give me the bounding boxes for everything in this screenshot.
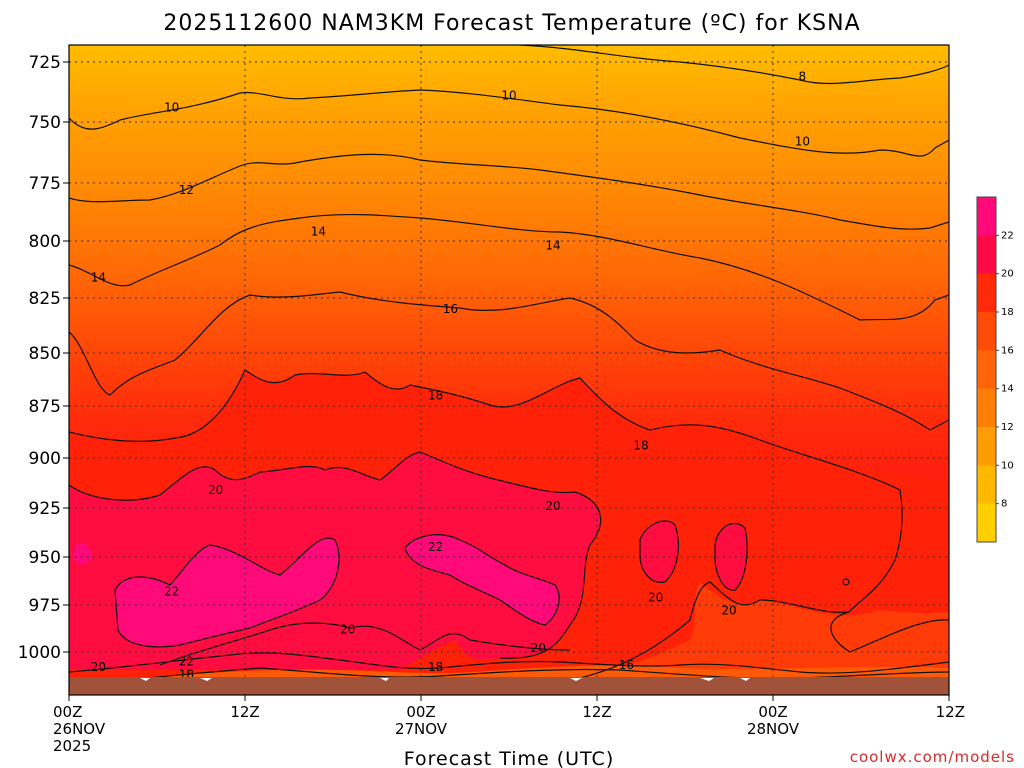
y-tick-label: 900: [29, 449, 61, 469]
colorbar-label: 8: [1001, 499, 1007, 510]
y-axis: 725 750 775 800 825 850 875 900 925 950 975 1000: [18, 53, 69, 663]
y-tick-label: 950: [29, 548, 61, 568]
isotherm-16: [69, 291, 949, 431]
isotherm-22-center: [404, 534, 560, 626]
colorbar-label: 22: [1001, 230, 1014, 241]
region-16-lower: [580, 582, 949, 695]
colorbar-label: 16: [1001, 345, 1014, 356]
isotherms: [69, 45, 949, 685]
contour-label: 20: [721, 604, 736, 618]
colorbar: 22 20 18 16 14 12 10 8: [976, 196, 1014, 543]
isotherm-18-right: [579, 581, 850, 679]
isotherm-20: [69, 451, 602, 659]
contour-label: 18: [428, 388, 443, 402]
x-tick-label: 12Z: [230, 703, 259, 721]
region-20-pocket-b: [714, 523, 748, 591]
plot-frame: [68, 44, 950, 696]
contour-label: 20: [208, 483, 223, 497]
x-tick-label: 27NOV: [395, 720, 448, 738]
isotherm-22-left: [114, 537, 340, 648]
y-tick-label: 825: [29, 289, 61, 309]
colorbar-swatch: [977, 388, 996, 428]
x-tick-label: 00Z: [406, 703, 435, 721]
y-tick-label: 975: [29, 596, 61, 616]
contour-label: 14: [91, 270, 106, 284]
y-tick-label: 725: [29, 53, 61, 73]
colorbar-swatch: [977, 465, 996, 505]
y-tick-label: 925: [29, 499, 61, 519]
contour-label: 16: [443, 302, 458, 316]
isotherm-18: [69, 369, 949, 653]
terrain-strip: [69, 677, 949, 695]
y-tick-label: 775: [29, 174, 61, 194]
colorbar-label: 18: [1001, 307, 1014, 318]
y-tick-label: 850: [29, 344, 61, 364]
contour-label: 10: [164, 101, 179, 115]
contour-labels: 8 10 10 10 12 14 14 14 16 18 18 20 20 22 22 20 20 20 20 20 2…: [91, 69, 810, 681]
x-tick-label: 12Z: [936, 703, 965, 721]
contour-label: 16: [619, 658, 634, 672]
contour-label: 20: [531, 641, 546, 655]
region-22-left: [115, 538, 340, 647]
colorbar-frame: [976, 196, 997, 543]
contour-label: 22: [179, 654, 194, 668]
contour-label: 8: [799, 69, 807, 83]
colorbar-label: 20: [1001, 269, 1014, 280]
colorbar-swatch: [977, 273, 996, 313]
colorbar-swatch: [977, 235, 996, 275]
colorbar-swatch: [977, 312, 996, 351]
y-tick-label: 750: [29, 113, 61, 133]
contour-label: 20: [340, 622, 355, 636]
isotherm-8: [519, 45, 949, 85]
isotherm-20-lower: [159, 622, 571, 666]
contour-label: 18: [633, 439, 648, 453]
colorbar-label: 14: [1001, 384, 1014, 395]
colorbar-swatch: [977, 427, 996, 466]
contour-label: 10: [795, 135, 810, 149]
contour-label: 10: [501, 89, 516, 103]
contour-label: 20: [648, 590, 663, 604]
isotherm-20-pocket-b: [714, 523, 748, 591]
colorbar-swatch: [977, 197, 996, 236]
region-20-pocket-a: [640, 520, 679, 583]
x-tick-label: 26NOV: [53, 720, 106, 738]
x-tick-label: 00Z: [758, 703, 787, 721]
isotherm-small-pocket: [842, 578, 850, 586]
colorbar-swatch: [977, 503, 996, 543]
credit-link[interactable]: coolwx.com/models: [850, 748, 1015, 766]
contour-label: 14: [311, 225, 326, 239]
contour-label: 14: [545, 239, 560, 253]
contour-label: 22: [428, 540, 443, 554]
colorbar-label: 10: [1001, 460, 1014, 471]
contour-label: 18: [428, 660, 443, 674]
y-tick-label: 800: [29, 232, 61, 252]
contour-label: 12: [179, 183, 194, 197]
isotherm-20-pocket-a: [639, 520, 680, 583]
contour-label: 22: [164, 585, 179, 599]
x-tick-label: 28NOV: [747, 720, 800, 738]
x-tick-label: 2025: [53, 737, 91, 755]
isotherm-10: [69, 89, 949, 157]
colorbar-swatch: [977, 350, 996, 390]
terrain-highlights: [140, 678, 750, 681]
contour-label: 20: [545, 499, 560, 513]
isotherm-near-surface-a: [69, 652, 949, 674]
y-tick-label: 875: [29, 397, 61, 417]
y-tick-label: 1000: [18, 643, 61, 663]
region-22-edge: [74, 543, 92, 565]
colorbar-label: 12: [1001, 422, 1014, 433]
chart-title: 2025112600 NAM3KM Forecast Temperature (…: [163, 11, 860, 36]
contour-label: 20: [91, 660, 106, 674]
x-tick-label: 12Z: [582, 703, 611, 721]
isotherm-14: [69, 213, 949, 321]
x-axis-title: Forecast Time (UTC): [404, 748, 614, 768]
region-22-center: [405, 534, 560, 625]
x-tick-label: 00Z: [53, 703, 82, 721]
isotherm-12: [69, 153, 949, 230]
